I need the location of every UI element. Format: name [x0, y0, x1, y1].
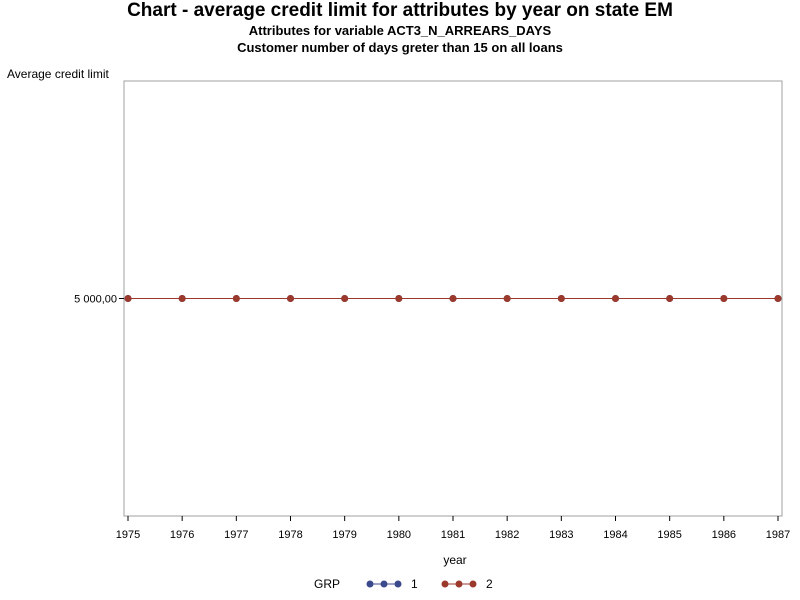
- x-tick-label: 1983: [549, 529, 573, 541]
- data-point-series-2: [178, 295, 186, 302]
- data-point-series-2: [612, 295, 619, 302]
- x-tick-label: 1976: [170, 529, 194, 541]
- data-point-series-2: [720, 295, 728, 302]
- data-point-series-2: [503, 295, 511, 302]
- data-point-series-2: [124, 295, 132, 302]
- x-tick-label: 1981: [441, 529, 465, 541]
- x-tick-label: 1979: [332, 529, 356, 541]
- data-point-series-2: [774, 295, 782, 302]
- data-point-series-2: [666, 295, 674, 302]
- legend-title: GRP: [314, 577, 341, 591]
- y-axis-label: Average credit limit: [7, 67, 109, 81]
- legend-swatch-2: [441, 580, 477, 588]
- chart-subtitle-2: Customer number of days greter than 15 o…: [237, 40, 563, 55]
- x-tick-label: 1977: [224, 529, 248, 541]
- legend-label-2: 2: [486, 577, 493, 591]
- x-tick-label: 1986: [712, 529, 736, 541]
- x-tick-label: 1975: [116, 529, 140, 541]
- data-point-series-2: [395, 295, 403, 302]
- data-point-series-2: [341, 295, 349, 302]
- y-tick-label: 5 000,00: [74, 294, 117, 306]
- x-tick-label: 1980: [387, 529, 411, 541]
- data-point-series-2: [557, 295, 565, 302]
- data-point-series-2: [232, 295, 240, 302]
- legend-swatch-1: [366, 580, 402, 588]
- x-tick-label: 1982: [495, 529, 519, 541]
- legend-label-1: 1: [411, 577, 418, 591]
- x-tick-label: 1984: [603, 529, 627, 541]
- x-tick-label: 1987: [766, 529, 790, 541]
- chart-title: Chart - average credit limit for attribu…: [127, 0, 673, 21]
- x-tick-label: 1978: [278, 529, 302, 541]
- x-axis-label: year: [443, 553, 467, 567]
- data-point-series-2: [287, 295, 294, 302]
- chart-subtitle-1: Attributes for variable ACT3_N_ARREARS_D…: [248, 23, 552, 38]
- x-tick-label: 1985: [657, 529, 681, 541]
- legend: GRP 1 2: [0, 577, 800, 593]
- data-point-series-2: [449, 295, 457, 302]
